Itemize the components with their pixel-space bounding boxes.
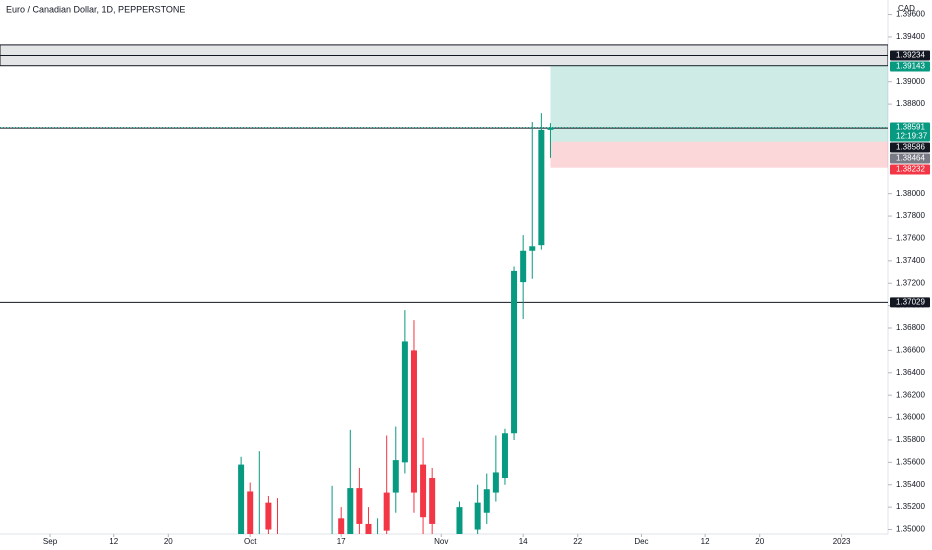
y-tick-label: 1.37600 (896, 234, 925, 243)
y-tick-label: 1.39600 (896, 10, 925, 19)
price-label-box (890, 122, 930, 142)
x-tick-label: Oct (244, 537, 257, 546)
y-tick-label: 1.35800 (896, 435, 925, 444)
x-tick-label: Sep (43, 537, 58, 546)
y-tick-label: 1.35400 (896, 480, 925, 489)
x-tick-label: 22 (573, 537, 582, 546)
price-label-box (890, 153, 930, 164)
candle-body (501, 433, 508, 479)
candle-body (392, 460, 399, 493)
price-label: 1.38232 (896, 165, 925, 174)
x-tick-label: Nov (434, 537, 448, 546)
profit-zone (550, 65, 888, 142)
y-tick-label: 1.35000 (896, 525, 925, 534)
candle-body (238, 464, 245, 534)
candle-body (401, 341, 408, 463)
x-tick-label: 17 (337, 537, 346, 546)
candle-body (247, 491, 254, 534)
price-label: 1.38591 (896, 123, 925, 132)
x-tick-label: 2023 (833, 537, 851, 546)
candle-body (547, 127, 554, 130)
price-label: 1.38464 (896, 154, 925, 163)
price-label-box (890, 142, 930, 153)
currency-label: CAD (898, 4, 915, 13)
x-tick-label: 12 (701, 537, 710, 546)
candle-body (356, 488, 363, 524)
price-label-box (890, 297, 930, 308)
candle-body (474, 502, 481, 530)
candle-body (538, 129, 545, 246)
y-tick-label: 1.39000 (896, 77, 925, 86)
candle-body (256, 535, 262, 550)
y-tick-label: 1.35200 (896, 502, 925, 511)
candle-body (275, 535, 281, 546)
candle-body (338, 518, 345, 534)
price-label-box (890, 50, 930, 61)
candle-body (483, 489, 490, 513)
price-label: 1.37029 (896, 297, 925, 306)
x-tick-label: 12 (109, 537, 118, 546)
candle-body (511, 270, 518, 434)
candle-body (520, 250, 527, 283)
y-tick-label: 1.36000 (896, 413, 925, 422)
y-tick-label: 1.36200 (896, 390, 925, 399)
x-tick-label: 20 (755, 537, 764, 546)
y-tick-label: 1.38000 (896, 189, 925, 198)
y-tick-label: 1.37400 (896, 256, 925, 265)
y-tick-label: 1.38800 (896, 99, 925, 108)
price-label-box (890, 164, 930, 175)
y-tick-label: 1.37800 (896, 211, 925, 220)
price-axis (888, 0, 932, 550)
countdown-label: 12:19:37 (896, 132, 928, 141)
chart-title: Euro / Canadian Dollar, 1D, PEPPERSTONE (6, 4, 185, 14)
x-tick-label: 14 (519, 537, 528, 546)
y-tick-label: 1.36400 (896, 368, 925, 377)
candle-body (429, 478, 436, 524)
loss-zone (550, 141, 888, 168)
candle-body (529, 246, 536, 251)
candle-body (383, 492, 390, 531)
price-label-box (890, 61, 930, 72)
y-tick-label: 1.35600 (896, 457, 925, 466)
candle-body (492, 472, 499, 493)
candle-body (420, 464, 427, 518)
candle-body (456, 507, 463, 534)
plot-area (0, 44, 888, 550)
price-label: 1.38586 (896, 143, 925, 152)
y-tick-label: 1.37200 (896, 278, 925, 287)
price-label: 1.39143 (896, 62, 925, 71)
y-tick-label: 1.36800 (896, 323, 925, 332)
candle-body (365, 523, 372, 534)
x-tick-label: Dec (634, 537, 648, 546)
candle-body (375, 535, 381, 546)
candle-body (347, 488, 354, 534)
price-label: 1.39234 (896, 51, 925, 60)
x-tick-label: 20 (164, 537, 173, 546)
y-tick-label: 1.39400 (896, 32, 925, 41)
candle-body (265, 502, 272, 530)
candle-body (410, 350, 417, 493)
y-tick-label: 1.36600 (896, 346, 925, 355)
candle-body (329, 541, 335, 550)
